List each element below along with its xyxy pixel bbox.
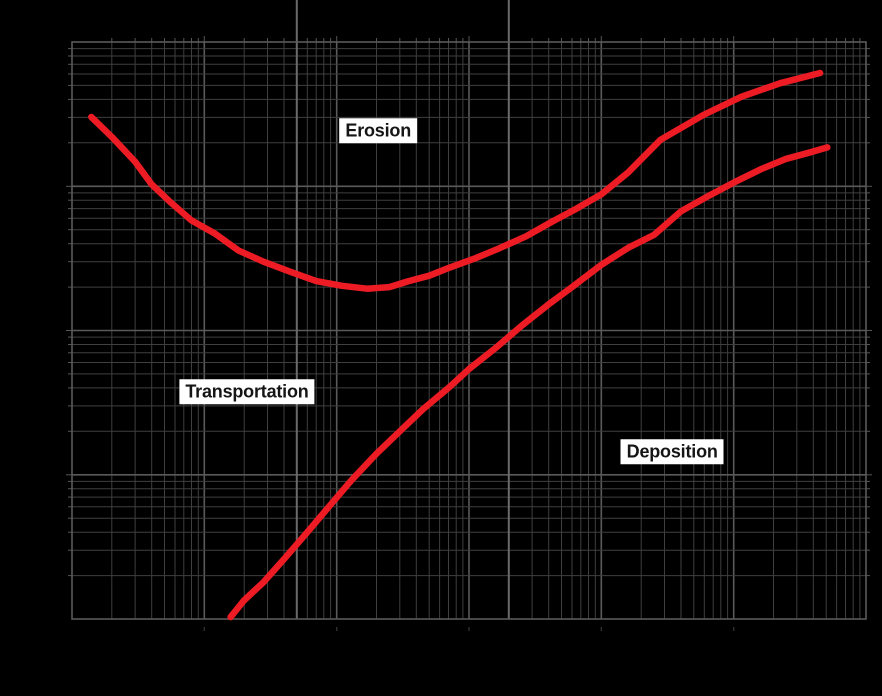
- region-label-deposition: Deposition: [620, 439, 724, 465]
- region-label-transportation: Transportation: [179, 379, 315, 405]
- region-label-erosion: Erosion: [339, 118, 417, 144]
